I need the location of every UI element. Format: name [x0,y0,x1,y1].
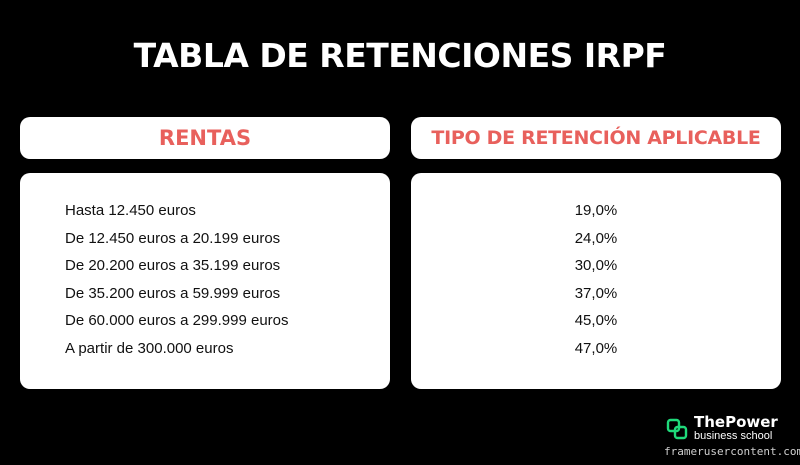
tipo-list: 19,0% 24,0% 30,0% 37,0% 45,0% 47,0% [411,201,781,366]
renta-row: De 60.000 euros a 299.999 euros [65,312,289,329]
renta-row: Hasta 12.450 euros [65,202,196,219]
tipo-row: 37,0% [574,284,618,302]
tipo-column-header: TIPO DE RETENCIÓN APLICABLE [411,117,781,159]
logo-text: ThePower business school [694,413,778,443]
tipo-row: 19,0% [574,202,618,219]
tipo-row: 24,0% [574,229,618,247]
rentas-column-header: RENTAS [20,117,390,159]
renta-row: De 12.450 euros a 20.199 euros [65,229,281,247]
rentas-list: Hasta 12.450 euros De 12.450 euros a 20.… [65,201,289,366]
rentas-panel: Hasta 12.450 euros De 12.450 euros a 20.… [20,173,390,389]
page-title: TABLA DE RETENCIONES IRPF [133,36,667,75]
renta-row: De 35.200 euros a 59.999 euros [65,284,281,302]
rentas-header-label: RENTAS [158,126,252,150]
tipo-row: 47,0% [574,339,618,357]
thepower-logo-icon [666,418,688,439]
logo-subtitle: business school [694,430,773,442]
renta-row: De 20.200 euros a 35.199 euros [65,257,281,274]
thepower-logo: ThePower business school [666,415,778,442]
tipo-row: 45,0% [574,312,618,329]
tipo-header-label: TIPO DE RETENCIÓN APLICABLE [431,127,761,149]
tipo-row: 30,0% [574,257,618,274]
source-watermark: framerusercontent.com [664,445,800,458]
logo-name: ThePower [694,413,778,431]
tipo-panel: 19,0% 24,0% 30,0% 37,0% 45,0% 47,0% [411,173,781,389]
renta-row: A partir de 300.000 euros [65,339,234,357]
